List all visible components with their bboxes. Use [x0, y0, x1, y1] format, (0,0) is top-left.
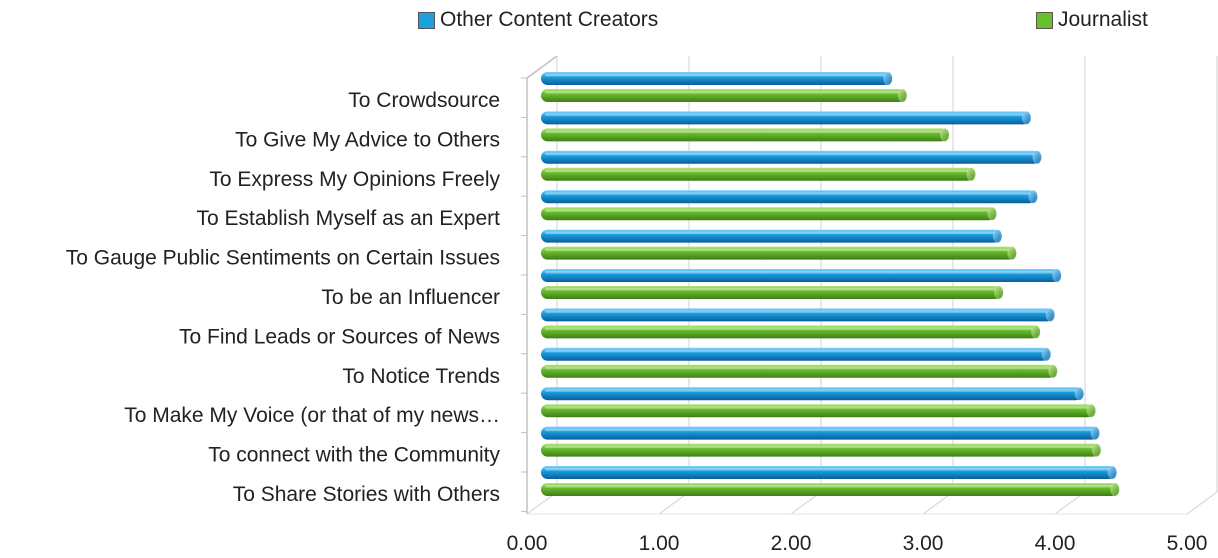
x-tick-label: 2.00 [771, 532, 812, 555]
bar-other-content-creators [541, 190, 1038, 204]
bar-journalist [541, 286, 1004, 299]
category-label: To Share Stories with Others [233, 483, 500, 506]
bar-journalist [541, 207, 997, 221]
x-tick-label: 1.00 [639, 532, 680, 555]
category-label: To be an Influencer [321, 286, 500, 309]
x-tick-label: 3.00 [903, 532, 944, 555]
bar-journalist [541, 325, 1041, 339]
bars [541, 72, 1120, 496]
category-label: To Crowdsource [348, 89, 500, 112]
bar-other-content-creators [541, 229, 1002, 243]
category-label: To Express My Opinions Freely [209, 168, 500, 191]
x-tick-label: 4.00 [1035, 532, 1076, 555]
bar-journalist [541, 443, 1101, 457]
x-tick-label: 5.00 [1167, 532, 1208, 555]
category-label: To Gauge Public Sentiments on Certain Is… [66, 247, 500, 270]
labels: 0.00 1.00 2.00 3.00 4.00 5.00 To Crowdsource To… [66, 89, 1208, 555]
legend-item-other-content-creators: Other Content Creators [418, 8, 658, 32]
category-label: To Give My Advice to Others [235, 128, 500, 151]
category-label: To connect with the Community [208, 444, 500, 467]
bar-other-content-creators [541, 387, 1084, 401]
bar-journalist [541, 364, 1058, 378]
category-label: To Find Leads or Sources of News [179, 325, 500, 348]
legend-swatch-blue [418, 11, 435, 29]
bar-journalist [541, 483, 1120, 496]
bar-other-content-creators [541, 150, 1042, 164]
legend-item-journalist: Journalist [1036, 8, 1148, 32]
bar-journalist [541, 128, 950, 142]
bar-other-content-creators [541, 111, 1031, 125]
bar-other-content-creators [541, 72, 893, 85]
legend-swatch-green [1036, 11, 1053, 29]
bar-journalist [541, 167, 976, 181]
gridline-floor [1186, 491, 1218, 515]
category-label: To Make My Voice (or that of my news… [124, 404, 500, 427]
x-tick-label: 0.00 [507, 532, 548, 555]
bar-other-content-creators [541, 466, 1117, 479]
axis-left-top [526, 55, 558, 79]
bar-other-content-creators [541, 308, 1055, 322]
bar-journalist [541, 89, 907, 102]
legend-label: Other Content Creators [440, 8, 659, 31]
legend-label: Journalist [1058, 8, 1148, 31]
bar-journalist [541, 404, 1096, 418]
category-label: To Notice Trends [342, 365, 500, 388]
bar-other-content-creators [541, 347, 1051, 361]
bar-journalist [541, 246, 1017, 260]
category-label: To Establish Myself as an Expert [197, 207, 501, 230]
bar-other-content-creators [541, 426, 1100, 440]
bar-other-content-creators [541, 269, 1062, 282]
